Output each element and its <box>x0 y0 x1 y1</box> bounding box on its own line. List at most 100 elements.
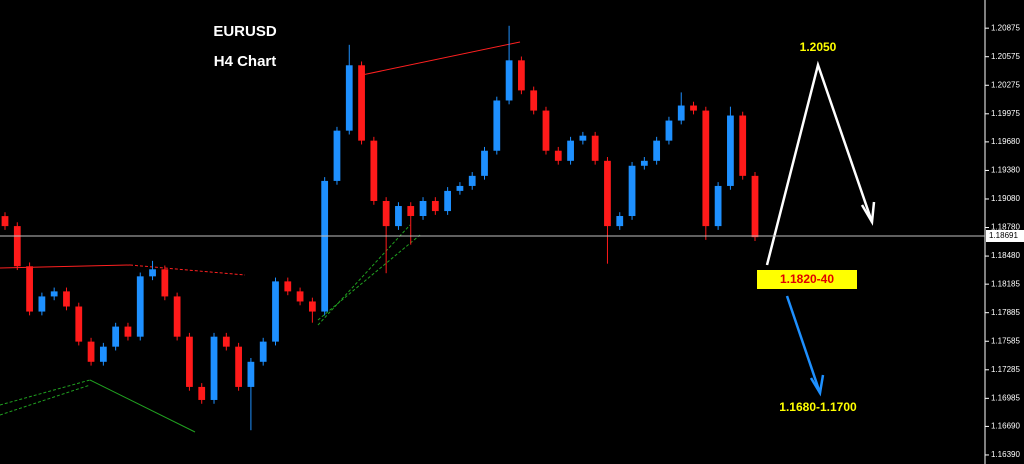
candle-body <box>345 65 353 131</box>
candle-body <box>13 226 21 267</box>
last-price-box <box>986 229 1024 242</box>
price-axis-ticks: 1.20875 1.20575 1.20275 1.19975 1.19680 1.193… <box>985 23 1020 459</box>
trendline <box>129 264 246 276</box>
y-tick-label: 1.16985 <box>991 393 1020 402</box>
trendlines <box>0 41 521 433</box>
candle-body <box>272 281 279 342</box>
candle-body <box>456 185 464 191</box>
trendline <box>317 234 421 321</box>
annotation: 1.1820-40 <box>780 272 834 286</box>
candle-body <box>284 281 292 292</box>
y-tick-label: 1.16690 <box>991 422 1020 431</box>
candle-body <box>296 291 304 302</box>
candle-body <box>235 346 242 387</box>
candle-body <box>493 100 501 151</box>
y-tick-label: 1.20875 <box>991 23 1020 32</box>
candle-body <box>616 216 624 227</box>
candle-body <box>333 130 341 181</box>
candle-body <box>727 115 734 186</box>
chart-subtitle: H4 Chart <box>214 53 277 70</box>
candle-body <box>247 361 255 387</box>
candle-body <box>554 150 562 161</box>
chart-title: EURUSD <box>213 23 277 40</box>
y-tick-label: 1.19975 <box>991 109 1020 118</box>
arrow <box>765 60 874 266</box>
candle-body <box>395 206 402 227</box>
candle-body <box>222 336 230 347</box>
y-tick-label: 1.20575 <box>991 52 1020 61</box>
target-box <box>757 270 857 289</box>
candle-body <box>149 269 156 277</box>
candle-body <box>690 105 697 111</box>
candle-body <box>591 135 599 161</box>
y-tick-label: 1.17285 <box>991 365 1020 374</box>
candle-body <box>714 185 722 227</box>
candle-body <box>382 200 390 227</box>
candle-body <box>640 160 648 166</box>
candle-body <box>567 140 574 161</box>
candle-body <box>468 175 476 186</box>
trendline <box>89 379 196 433</box>
trendline <box>0 384 91 416</box>
candle-body <box>1 216 9 227</box>
y-tick-label: 1.19680 <box>991 137 1020 146</box>
candle-body <box>50 291 58 297</box>
arrow-head <box>809 374 825 397</box>
arrow <box>785 295 822 394</box>
y-tick-label: 1.17585 <box>991 336 1020 345</box>
y-tick-label: 1.18780 <box>991 223 1020 232</box>
annotation: 1.1680-1.1700 <box>779 400 857 414</box>
candle-body <box>99 346 107 362</box>
last-price-label: 1.18691 <box>989 231 1018 240</box>
y-tick-label: 1.17885 <box>991 308 1020 317</box>
candle-body <box>136 276 144 337</box>
candle-body <box>26 266 33 312</box>
candle-body <box>665 120 673 141</box>
candle-body <box>259 341 267 362</box>
candle-body <box>370 140 378 201</box>
candle-body <box>419 200 427 217</box>
trendline <box>0 379 91 406</box>
candle-body <box>63 291 70 307</box>
candle-body <box>308 301 316 312</box>
trendline <box>361 41 521 76</box>
candle-body <box>358 65 365 141</box>
candle-body <box>677 105 685 121</box>
y-tick-label: 1.19380 <box>991 166 1020 175</box>
candle-body <box>161 269 169 297</box>
annotation: 1.2050 <box>800 40 837 54</box>
candle-body <box>518 60 525 91</box>
y-tick-label: 1.18185 <box>991 279 1020 288</box>
candle-body <box>653 140 661 161</box>
candle-body <box>112 326 120 347</box>
y-tick-label: 1.16390 <box>991 450 1020 459</box>
candles <box>1 25 759 431</box>
candle-body <box>542 110 550 151</box>
candle-body <box>751 175 759 238</box>
candle-body <box>579 135 587 141</box>
candle-body <box>198 386 206 400</box>
candle-body <box>87 341 95 362</box>
candle-body <box>124 326 132 337</box>
candle-body <box>407 206 415 217</box>
trendline <box>0 264 131 269</box>
trendline <box>317 224 411 326</box>
candle-body <box>530 90 538 111</box>
candle-body <box>628 165 636 217</box>
candle-body <box>321 180 329 312</box>
candle-body <box>505 60 513 101</box>
arrow-head <box>860 201 876 226</box>
candle-body <box>702 110 710 227</box>
candle-body <box>173 296 181 337</box>
y-tick-label: 1.20275 <box>991 80 1020 89</box>
y-tick-label: 1.18480 <box>991 251 1020 260</box>
candle-body <box>444 190 452 212</box>
candle-body <box>38 296 46 312</box>
candle-body <box>210 336 218 400</box>
candle-body <box>481 150 488 176</box>
candle-body <box>739 115 747 176</box>
candle-body <box>431 200 439 212</box>
y-tick-label: 1.19080 <box>991 194 1020 203</box>
candle-body <box>186 336 193 387</box>
